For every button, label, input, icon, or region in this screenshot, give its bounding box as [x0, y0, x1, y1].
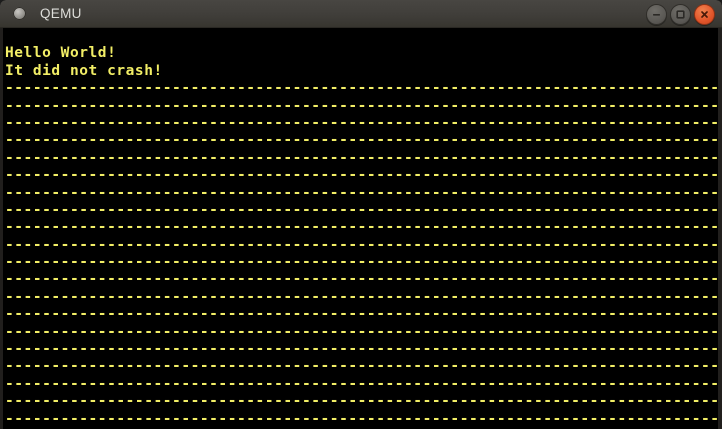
- terminal-frame: Hello World! It did not crash! -----------…: [0, 28, 722, 429]
- terminal-line: ----------------------------------------…: [5, 288, 718, 305]
- terminal-line: ----------------------------------------…: [5, 167, 718, 184]
- window-titlebar[interactable]: QEMU: [0, 0, 722, 28]
- terminal-line: ----------------------------------------…: [5, 219, 718, 236]
- terminal-line: ----------------------------------------…: [5, 410, 718, 427]
- terminal-line: ----------------------------------------…: [5, 254, 718, 271]
- terminal-line: ----------------------------------------…: [5, 184, 718, 201]
- terminal-line: ----------------------------------------…: [5, 306, 718, 323]
- terminal-line: ----------------------------------------…: [5, 323, 718, 340]
- terminal-line: ----------------------------------------…: [5, 375, 718, 392]
- terminal-line: Hello World!: [5, 45, 117, 62]
- close-icon: [701, 10, 708, 18]
- maximize-button[interactable]: [670, 3, 691, 25]
- terminal-line: ----------------------------------------…: [5, 149, 718, 166]
- minimize-button[interactable]: [646, 3, 667, 25]
- window-title: QEMU: [40, 6, 82, 21]
- qemu-disc-icon: [13, 7, 26, 20]
- terminal-line: It did not crash!: [5, 62, 163, 79]
- terminal-line: ----------------------------------------…: [5, 114, 718, 131]
- minus-icon: [653, 13, 660, 16]
- terminal-line: ----------------------------------------…: [5, 341, 718, 358]
- qemu-terminal-display[interactable]: Hello World! It did not crash! -----------…: [3, 28, 718, 429]
- close-button[interactable]: [694, 3, 715, 25]
- terminal-line: ----------------------------------------…: [5, 236, 718, 253]
- terminal-line: [5, 28, 718, 45]
- terminal-text-buffer: Hello World! It did not crash! -----------…: [3, 28, 718, 429]
- terminal-line: ----------------------------------------…: [5, 358, 718, 375]
- terminal-line: ----------------------------------------…: [5, 97, 718, 114]
- terminal-line: ----------------------------------------…: [5, 393, 718, 410]
- terminal-line: --------------------: [5, 428, 718, 429]
- terminal-line: ----------------------------------------…: [5, 201, 718, 218]
- terminal-line: ----------------------------------------…: [5, 132, 718, 149]
- window-controls: [646, 0, 715, 28]
- terminal-line: ----------------------------------------…: [5, 80, 718, 97]
- terminal-line: ----------------------------------------…: [5, 271, 718, 288]
- square-icon: [676, 9, 685, 19]
